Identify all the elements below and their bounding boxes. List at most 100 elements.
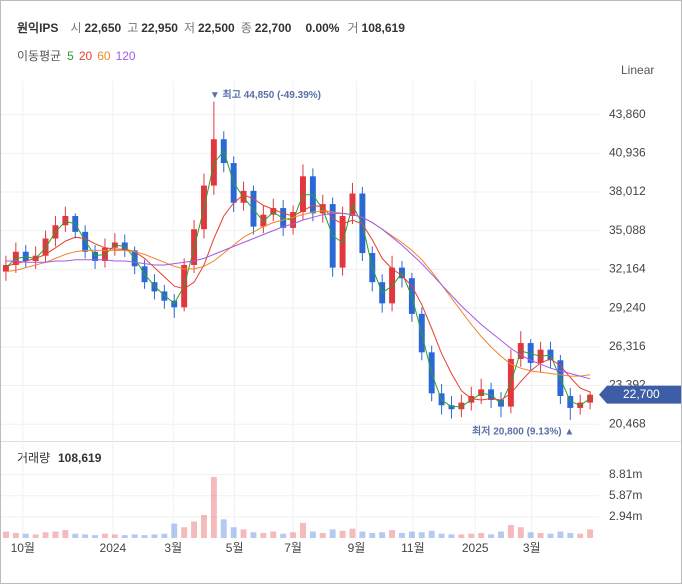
volume-bar [181,527,188,538]
candle-body [468,396,475,403]
volume-bar [101,533,108,538]
volume-bar [230,527,237,538]
v-tick-label: 2.94m [609,509,642,523]
volume-bar [42,532,49,538]
volume-bar [399,532,405,538]
volume-bar [587,529,594,538]
volume-bar [557,531,564,538]
volume-bar [210,476,217,538]
candle-body [448,405,455,410]
volume-value: 108,619 [362,21,406,35]
ohlc-value: 22,650 [84,21,121,35]
volume-bar [448,534,455,538]
x-tick-label: 2025 [462,541,489,555]
volume-bar [141,535,148,538]
candle-body [458,402,465,410]
volume-bar [151,534,158,538]
volume-bar [111,534,118,538]
candle-body [22,251,29,261]
x-tick-label: 3월 [523,541,541,555]
legend-entry: 120 [116,49,136,63]
candle-body [171,300,178,308]
volume-bar [389,530,396,538]
price-badge [599,385,681,404]
change: 0.00% [305,21,339,35]
volume-bar [438,533,445,538]
volume-bar [250,532,257,538]
volume-bar [82,534,89,538]
volume-bar [121,535,128,538]
y-tick-label: 32,164 [609,262,646,276]
volume-bar [359,531,366,538]
y-tick-label: 20,468 [609,416,646,430]
volume-bar [507,525,514,538]
volume-bar [240,529,247,538]
candle-body [270,208,277,215]
volume-bar [369,532,376,538]
ma-line [6,212,591,380]
legend-entry: 5 [67,49,74,63]
volume-bar [290,532,297,538]
volume-bar [309,531,316,538]
volume-bar [220,519,227,538]
volume-bar [547,533,554,538]
volume-bar [270,531,277,538]
candle-body [527,343,534,363]
ohlc-key: 시 [70,21,81,35]
volume-bar [200,515,207,538]
v-tick-label: 5.87m [609,488,642,502]
x-tick-label: 7월 [284,541,302,555]
legend-entry: 20 [79,49,93,63]
volume-bar [498,531,504,538]
ohlc-value: 22,700 [255,21,292,35]
x-tick-label: 11월 [401,541,425,555]
volume-bar [567,532,574,538]
volume-bar [2,531,9,538]
scale-toggle[interactable]: Linear [621,63,654,77]
y-tick-label: 29,240 [609,300,646,314]
volume-bar [161,533,168,538]
volume-bar [319,532,326,538]
volume-bar [329,529,336,538]
volume-bar [349,528,356,538]
ohlc-key: 저 [184,21,195,35]
volume-bar [478,532,485,538]
y-tick-label: 38,012 [609,184,646,198]
y-tick-label: 40,936 [609,145,646,159]
volume-bar [537,532,544,538]
stock-name: 원익IPS [17,21,58,35]
v-tick-label: 8.81m [609,467,642,481]
candle-body [161,291,168,301]
volume-bar [32,534,39,538]
volume-bar [517,527,524,538]
volume-bar [339,530,346,538]
legend-title: 이동평균 [17,49,61,63]
pane-divider [1,441,681,442]
volume-bar [379,532,386,538]
ohlc-value: 22,950 [141,21,178,35]
volume-bar [72,533,79,538]
volume-last: 108,619 [58,451,102,465]
candle-body [300,176,306,213]
volume-bar [92,535,99,538]
y-tick-label: 43,860 [609,107,646,121]
x-tick-label: 3월 [164,541,182,555]
price-badge-label: 22,700 [623,387,660,401]
volume-bar [191,521,198,538]
x-tick-label: 2024 [100,541,127,555]
volume-bar [260,532,267,538]
ohlc-key: 종 [241,21,252,35]
candle-body [92,251,99,261]
high-annotation: ▼ 최고 44,850 (-49.39%) [210,88,321,101]
volume-key: 거 [347,21,358,35]
volume-bar [468,533,475,538]
candle-body [151,282,158,292]
legend-entry: 60 [97,49,111,63]
y-tick-label: 26,316 [609,339,646,353]
volume-bar [577,533,584,538]
low-annotation: 최저 20,800 (9.13%) ▲ [472,424,574,437]
volume-bar [52,531,59,538]
x-tick-label: 9월 [348,541,366,555]
volume-bar [131,534,138,538]
